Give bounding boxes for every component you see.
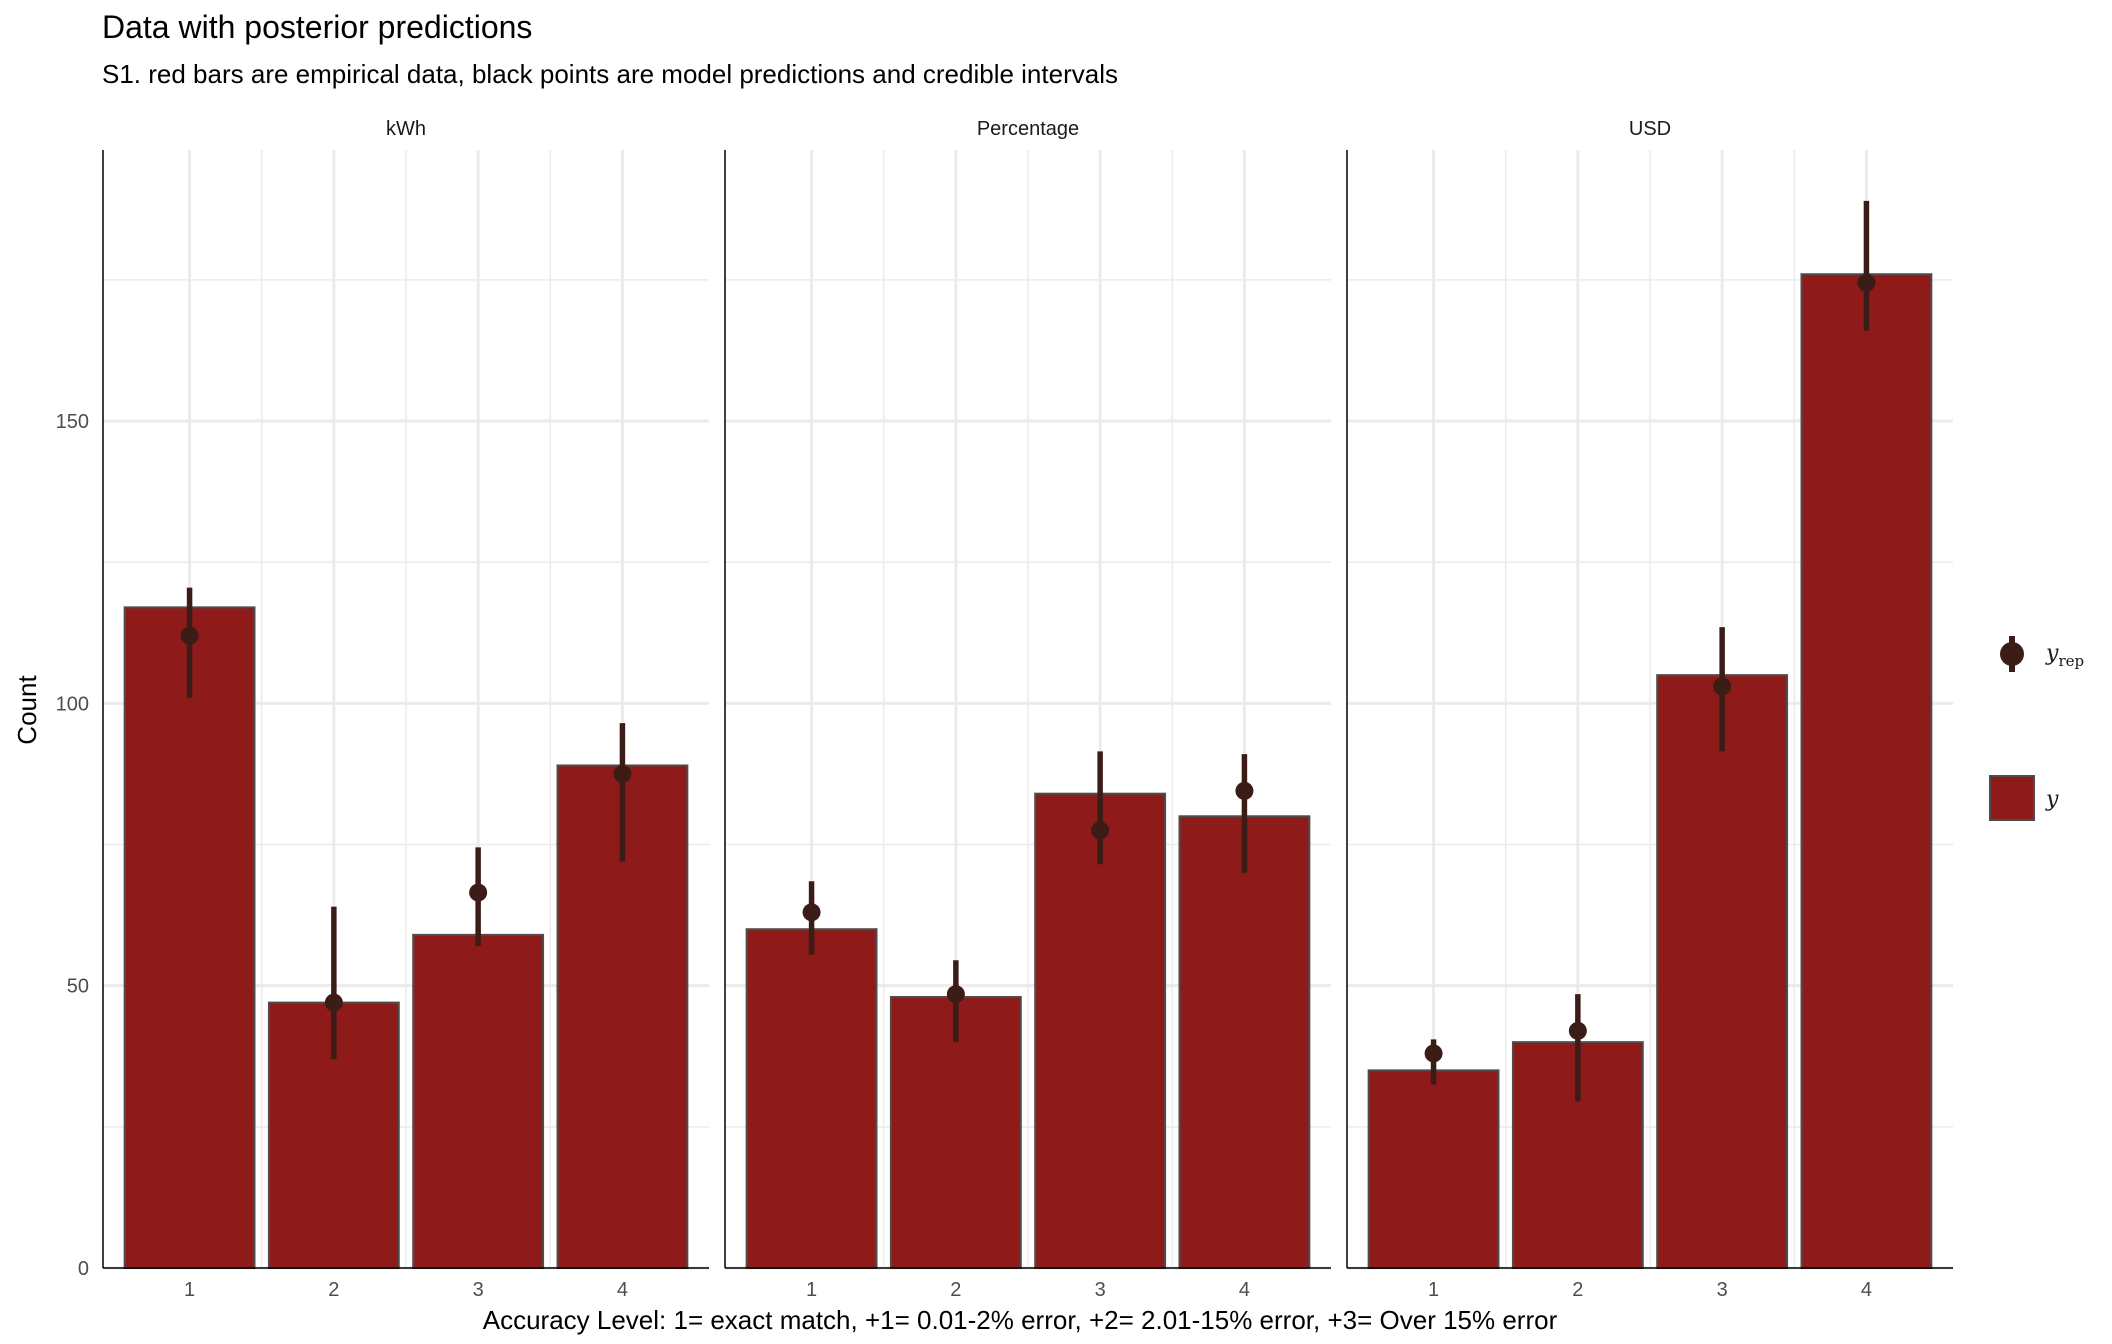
yrep-point: [469, 883, 488, 902]
x-tick-label: 2: [328, 1279, 339, 1301]
bar-y: [412, 933, 545, 1269]
yrep-point: [1568, 1021, 1587, 1040]
yrep-point: [1091, 821, 1110, 840]
y-tick-label: 150: [56, 411, 89, 433]
bar-y: [1800, 273, 1933, 1269]
legend: yrep y: [1989, 636, 2084, 821]
bar-y: [123, 606, 256, 1269]
y-axis-title: Count: [12, 675, 42, 745]
yrep-point: [180, 626, 199, 645]
x-tick-label: 3: [473, 1279, 484, 1301]
y-tick-label: 0: [78, 1258, 89, 1280]
bar-y: [1656, 674, 1789, 1269]
chart-title: Data with posterior predictions: [102, 9, 532, 45]
x-tick-label: 4: [1861, 1279, 1872, 1301]
bar-y: [745, 928, 878, 1269]
yrep-point: [1424, 1044, 1443, 1063]
legend-label-yrep-sub: rep: [2058, 652, 2084, 670]
facet-label-percentage: Percentage: [977, 118, 1079, 140]
x-tick-label: 2: [950, 1279, 961, 1301]
legend-yrep-point: [2000, 642, 2024, 666]
legend-label-y: y: [2045, 787, 2059, 812]
x-tick-label: 3: [1095, 1279, 1106, 1301]
yrep-point: [946, 985, 965, 1004]
legend-item-yrep: yrep: [2000, 636, 2084, 672]
facet-label-usd: USD: [1629, 118, 1671, 140]
bar-y: [1034, 792, 1167, 1269]
bar-y: [1178, 815, 1311, 1269]
facet-panels: kWh 1 2 3 4 Percentage 1 2 3 4 USD 1 2 3 4: [102, 118, 1953, 1301]
bar-y: [1367, 1069, 1500, 1270]
legend-label-yrep: yrep: [2045, 641, 2084, 670]
x-tick-label: 1: [806, 1279, 817, 1301]
y-tick-label: 100: [56, 693, 89, 715]
chart-subtitle: S1. red bars are empirical data, black p…: [102, 59, 1118, 89]
legend-y-swatch: [1989, 775, 2035, 821]
facet-panel-percentage: Percentage 1 2 3 4: [724, 118, 1331, 1301]
yrep-point: [613, 764, 632, 783]
yrep-point: [324, 993, 343, 1012]
y-tick-label: 50: [67, 976, 89, 998]
x-tick-label: 1: [184, 1279, 195, 1301]
yrep-point: [1857, 273, 1876, 292]
legend-item-y: y: [1989, 775, 2059, 821]
x-tick-label: 3: [1717, 1279, 1728, 1301]
legend-label-yrep-main: y: [2045, 641, 2059, 666]
facet-panel-kwh: kWh 1 2 3 4: [102, 118, 709, 1301]
x-axis-title: Accuracy Level: 1= exact match, +1= 0.01…: [483, 1305, 1558, 1335]
yrep-point: [802, 903, 821, 922]
y-axis: 0 50 100 150: [56, 411, 89, 1280]
yrep-point: [1235, 781, 1254, 800]
x-tick-label: 4: [1239, 1279, 1250, 1301]
x-tick-label: 2: [1572, 1279, 1583, 1301]
facet-label-kwh: kWh: [386, 118, 426, 140]
yrep-point: [1713, 677, 1732, 696]
x-tick-label: 4: [617, 1279, 628, 1301]
facet-panel-usd: USD 1 2 3 4: [1346, 118, 1953, 1301]
bar-y: [889, 995, 1022, 1270]
x-tick-label: 1: [1428, 1279, 1439, 1301]
